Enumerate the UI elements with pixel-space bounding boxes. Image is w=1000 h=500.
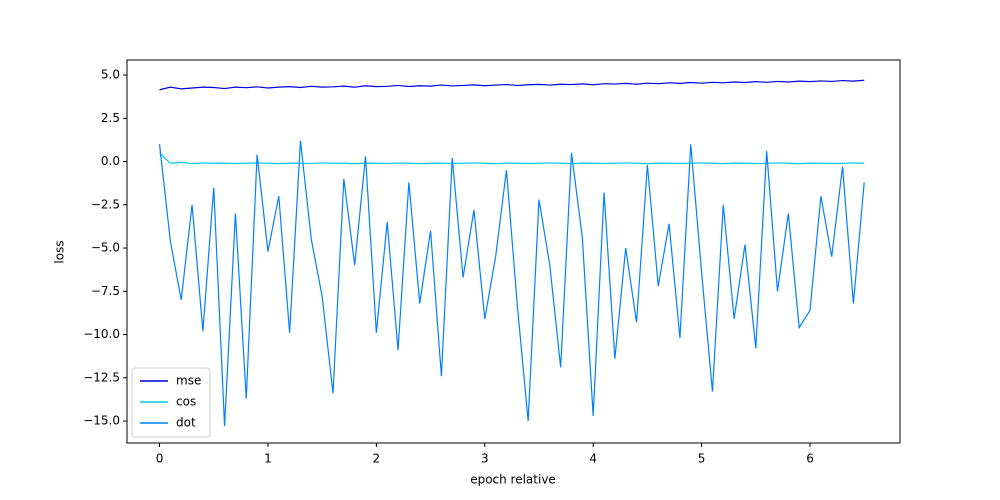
plot-frame (126, 59, 901, 444)
x-tick-label: 2 (373, 452, 381, 466)
legend-label: mse (176, 374, 201, 388)
y-tick-label: −7.5 (91, 284, 120, 298)
y-tick-label: −15.0 (83, 414, 120, 428)
x-tick-label: 0 (156, 452, 164, 466)
legend-label: dot (176, 416, 196, 430)
x-tick-label: 3 (481, 452, 489, 466)
series-line (159, 152, 865, 165)
legend-box (131, 367, 211, 438)
y-tick-label: −2.5 (91, 197, 120, 211)
legend-label: cos (176, 395, 196, 409)
x-tick-label: 1 (264, 452, 272, 466)
y-tick-label: 0.0 (101, 154, 120, 168)
y-tick-label: −10.0 (83, 327, 120, 341)
y-tick-label: 2.5 (101, 111, 120, 125)
series-line (159, 79, 865, 91)
y-tick-label: −12.5 (83, 370, 120, 384)
x-tick-label: 5 (698, 452, 706, 466)
x-tick-label: 6 (806, 452, 814, 466)
y-axis-label: loss (53, 240, 67, 263)
x-axis-label: epoch relative (470, 473, 556, 487)
y-tick-label: 5.0 (101, 68, 120, 82)
y-tick-label: −5.0 (91, 241, 120, 255)
series-line (158, 140, 865, 427)
x-tick-label: 4 (589, 452, 597, 466)
